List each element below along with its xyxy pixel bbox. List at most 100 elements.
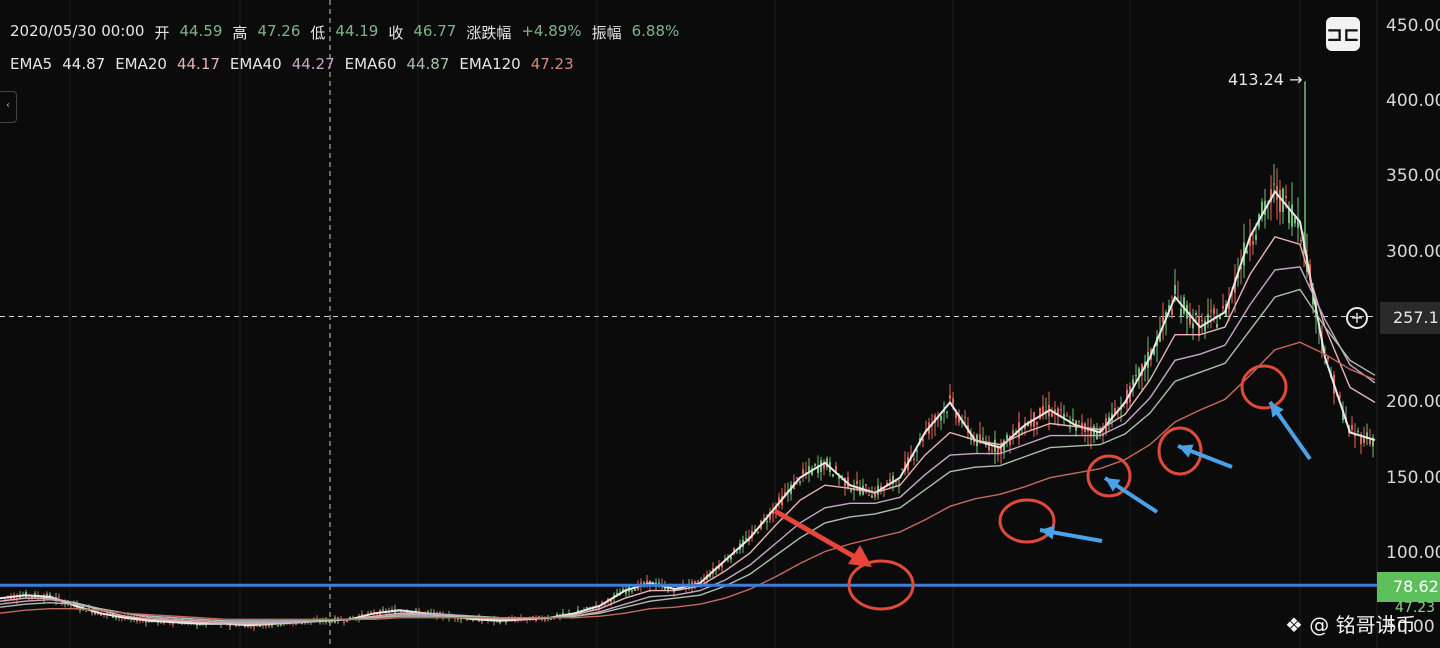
candle-body [1360, 434, 1362, 444]
candle-body [721, 563, 723, 568]
candle-body [871, 495, 873, 498]
candle-body [538, 616, 540, 618]
candle-body [244, 625, 246, 628]
candle-body [625, 589, 627, 594]
candle-body [1363, 436, 1365, 443]
candle-body [1027, 423, 1029, 427]
candle-body [1297, 219, 1299, 228]
candle-body [1168, 305, 1170, 312]
candle-body [979, 434, 981, 443]
candle-body [544, 619, 546, 621]
candle-body [1228, 298, 1230, 310]
candle-body [1000, 445, 1002, 454]
candle-body [1051, 412, 1053, 417]
candle-body [1285, 195, 1287, 198]
candle-body [391, 609, 393, 611]
ohlc-header: 2020/05/30 00:00 开 44.59 高 47.26 低 44.19… [10, 22, 689, 43]
candle-body [718, 565, 720, 569]
candle-body [1189, 311, 1191, 325]
collapse-panel-handle[interactable]: ‹ [0, 91, 17, 123]
candle-body [1351, 425, 1353, 430]
add-alert-icon[interactable]: + [1346, 307, 1368, 329]
candle-body [991, 450, 993, 452]
highlight-circle [847, 559, 915, 611]
candle-body [1357, 431, 1359, 433]
candle-body [1312, 293, 1314, 305]
candle-body [868, 495, 870, 497]
candle-body [79, 609, 81, 611]
candle-body [841, 475, 843, 477]
highlight-circle [1086, 454, 1132, 498]
candle-body [1216, 324, 1218, 328]
candle-body [1180, 308, 1182, 317]
candle-body [31, 596, 33, 598]
candle-body [646, 580, 648, 585]
candle-body [601, 602, 603, 604]
chart-settings-button[interactable]: ⊐⊏ [1326, 17, 1360, 51]
candle-body [982, 438, 984, 440]
candle-body [370, 611, 372, 613]
candle-body [1153, 349, 1155, 355]
candle-body [865, 484, 867, 486]
change-label: 涨跌幅 [466, 24, 512, 42]
candle-body [964, 416, 966, 418]
price-tick: 200.00 [1386, 392, 1440, 412]
candle-body [1057, 408, 1059, 417]
candle-body [1249, 238, 1251, 246]
ema5-label: EMA5 [10, 55, 53, 73]
highlight-circle [998, 498, 1056, 544]
candle-body [823, 461, 825, 469]
candle-body [1165, 312, 1167, 319]
candle-body [58, 597, 60, 599]
candle-body [634, 588, 636, 592]
candle-body [1234, 277, 1236, 293]
ema-lines [0, 189, 1376, 627]
candle-body [988, 443, 990, 451]
candle-body [301, 622, 303, 625]
candle-body [955, 412, 957, 419]
candle-body [610, 600, 612, 603]
candle-body [1006, 434, 1008, 440]
candle-body [970, 435, 972, 441]
ema-line-ema5 [0, 189, 1376, 627]
price-tick: 350.00 [1386, 166, 1440, 186]
blue-arrow-head [1270, 402, 1284, 418]
candle-body [1021, 432, 1023, 434]
blue-arrow-head [1178, 444, 1194, 458]
candle-body [727, 559, 729, 561]
candle-body [19, 596, 21, 599]
candle-body [766, 521, 768, 523]
candle-body [1372, 437, 1374, 447]
ema-line-ema20 [0, 235, 1376, 625]
candle-body [856, 481, 858, 485]
amplitude-value: 6.88% [631, 22, 680, 40]
candle-body [1174, 285, 1176, 294]
candle-body [229, 624, 231, 627]
candle-body [115, 617, 117, 619]
candle-body [922, 438, 924, 442]
candle-body [763, 518, 765, 520]
candle-body [1279, 189, 1281, 213]
candle-body [1222, 306, 1224, 309]
grid-lines [0, 0, 1378, 648]
ema60-label: EMA60 [344, 55, 397, 73]
candle-body [400, 611, 402, 613]
candle-body [1159, 332, 1161, 342]
ema40-value: 44.27 [291, 55, 335, 73]
candle-body [730, 556, 732, 560]
price-tick: 300.00 [1386, 242, 1440, 262]
candle-body [754, 529, 756, 531]
candle-body [1060, 409, 1062, 411]
low-label: 低 [310, 24, 326, 42]
ema120-value: 47.23 [530, 55, 574, 73]
candle-body [757, 532, 759, 534]
candle-body [1261, 201, 1263, 216]
candle-body [466, 619, 468, 621]
max-price-label: 413.24 → [1228, 70, 1303, 89]
candle-body [997, 446, 999, 455]
candle-body [1294, 217, 1296, 224]
candle-body [952, 398, 954, 405]
candle-body [1171, 308, 1173, 315]
candle-body [1255, 234, 1257, 240]
